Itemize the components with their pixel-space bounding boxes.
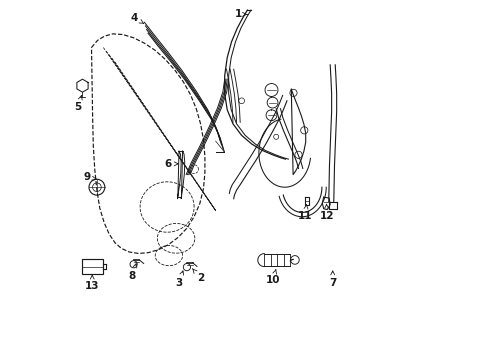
Text: 13: 13 (85, 275, 99, 291)
Text: 10: 10 (265, 270, 279, 285)
Text: 1: 1 (234, 9, 246, 19)
Text: 7: 7 (328, 271, 336, 288)
Text: 8: 8 (128, 264, 137, 281)
Text: 4: 4 (131, 13, 143, 23)
Text: 2: 2 (192, 269, 204, 283)
Text: 9: 9 (83, 172, 96, 182)
Text: 5: 5 (74, 96, 82, 112)
Text: 12: 12 (319, 204, 333, 221)
Bar (81, 259, 102, 274)
Text: 11: 11 (297, 205, 312, 221)
Text: 3: 3 (175, 271, 183, 288)
Text: 6: 6 (164, 159, 178, 169)
